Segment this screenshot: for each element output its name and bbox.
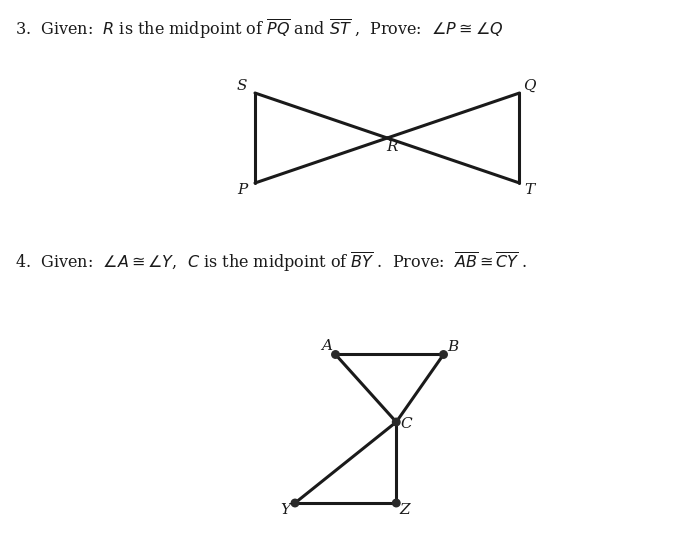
Text: P: P	[237, 183, 247, 197]
Text: 3.  Given:  $R$ is the midpoint of $\overline{PQ}$ and $\overline{ST}$ ,  Prove:: 3. Given: $R$ is the midpoint of $\overl…	[15, 17, 503, 41]
Text: C: C	[400, 417, 412, 431]
Text: B: B	[447, 341, 458, 355]
Text: S: S	[237, 79, 247, 93]
Text: T: T	[524, 183, 535, 197]
Text: R: R	[386, 140, 398, 154]
Text: A: A	[321, 340, 332, 354]
Circle shape	[291, 500, 299, 507]
Circle shape	[393, 418, 400, 426]
Text: Q: Q	[523, 79, 536, 93]
Text: 4.  Given:  $\angle A \cong \angle Y$,  $C$ is the midpoint of $\overline{BY}$ .: 4. Given: $\angle A \cong \angle Y$, $C$…	[15, 250, 527, 274]
Text: Z: Z	[399, 503, 409, 517]
Text: Y: Y	[280, 503, 290, 517]
Circle shape	[440, 351, 447, 358]
Circle shape	[393, 500, 400, 507]
Circle shape	[332, 351, 340, 358]
